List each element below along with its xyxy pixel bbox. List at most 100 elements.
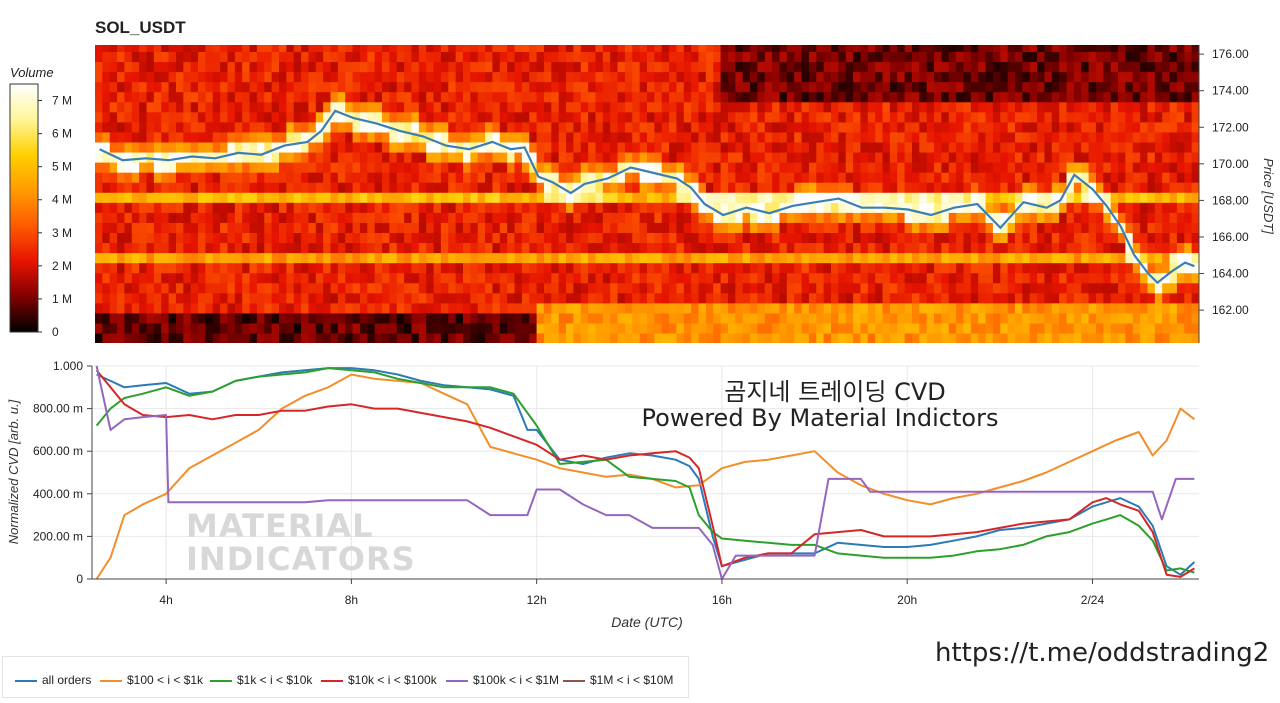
heatmap-cell: [212, 232, 221, 244]
heatmap-cell: [602, 202, 611, 213]
heatmap-cell: [477, 51, 486, 63]
heatmap-cell: [499, 192, 508, 203]
heatmap-cell: [190, 81, 199, 93]
heatmap-cell: [1132, 312, 1141, 324]
heatmap-cell: [293, 242, 302, 254]
heatmap-cell: [220, 182, 229, 193]
heatmap-cell: [286, 182, 295, 193]
heatmap-cell: [492, 141, 501, 153]
heatmap-cell: [124, 292, 133, 304]
heatmap-cell: [529, 252, 538, 264]
heatmap-cell: [1007, 141, 1016, 153]
heatmap-cell: [536, 182, 545, 193]
heatmap-cell: [1029, 45, 1038, 52]
heatmap-cell: [271, 111, 280, 123]
heatmap-cell: [153, 222, 162, 233]
heatmap-cell: [256, 322, 265, 334]
heatmap-cell: [521, 252, 530, 264]
heatmap-cell: [816, 162, 825, 173]
heatmap-cell: [95, 111, 103, 123]
heatmap-cell: [1176, 292, 1185, 304]
heatmap-cell: [161, 182, 170, 193]
heatmap-cell: [352, 262, 361, 274]
heatmap-cell: [588, 332, 597, 343]
heatmap-cell: [168, 71, 177, 83]
heatmap-cell: [823, 131, 832, 143]
heatmap-cell: [507, 322, 516, 334]
heatmap-cell: [1051, 151, 1060, 163]
heatmap-cell: [705, 172, 714, 183]
heatmap-cell: [948, 91, 957, 103]
heatmap-cell: [617, 212, 626, 223]
heatmap-cell: [374, 242, 383, 254]
heatmap-cell: [786, 172, 795, 183]
legend-item[interactable]: $100k < i < $1M: [446, 673, 559, 687]
heatmap-cell: [256, 101, 265, 113]
heatmap-cell: [1037, 151, 1046, 163]
heatmap-cell: [1000, 121, 1009, 133]
heatmap-cell: [610, 292, 619, 304]
heatmap-cell: [735, 162, 744, 173]
heatmap-cell: [639, 282, 648, 294]
heatmap-cell: [1029, 131, 1038, 143]
heatmap-cell: [1095, 182, 1104, 193]
heatmap-cell: [95, 192, 103, 203]
heatmap-cell: [904, 192, 913, 203]
legend-item[interactable]: all orders: [15, 673, 91, 687]
legend-item[interactable]: $100 < i < $1k: [100, 673, 203, 687]
heatmap-cell: [301, 232, 310, 244]
heatmap-cell: [279, 111, 287, 123]
heatmap-cell: [205, 141, 214, 153]
heatmap-cell: [1059, 232, 1068, 244]
heatmap-cell: [514, 202, 523, 213]
heatmap-cell: [264, 91, 273, 103]
heatmap-cell: [463, 302, 471, 314]
legend-item[interactable]: $10k < i < $100k: [321, 673, 437, 687]
heatmap-cell: [1095, 45, 1104, 52]
heatmap-cell: [941, 222, 950, 233]
heatmap-cell: [279, 51, 287, 63]
heatmap-cell: [1118, 192, 1126, 203]
heatmap-cell: [889, 121, 898, 133]
legend-item[interactable]: $1M < i < $10M: [563, 673, 673, 687]
heatmap-cell: [757, 262, 766, 274]
heatmap-cell: [772, 121, 781, 133]
heatmap-cell: [573, 262, 582, 274]
cvd-x-tick-label: 16h: [712, 593, 732, 607]
heatmap-cell: [595, 242, 604, 254]
heatmap-cell: [1059, 81, 1068, 93]
heatmap-cell: [345, 202, 354, 213]
heatmap-cell: [455, 101, 464, 113]
heatmap-cell: [1029, 302, 1038, 314]
heatmap-cell: [632, 172, 641, 183]
heatmap-cell: [1125, 45, 1134, 52]
heatmap-cell: [1162, 262, 1171, 274]
heatmap-cell: [477, 45, 486, 52]
heatmap-cell: [521, 45, 530, 52]
heatmap-cell: [286, 282, 295, 294]
legend-item[interactable]: $1k < i < $10k: [210, 673, 312, 687]
heatmap-cell: [249, 312, 258, 324]
heatmap-cell: [117, 202, 126, 213]
heatmap-cell: [941, 71, 950, 83]
heatmap-cell: [279, 131, 287, 143]
heatmap-cell: [301, 322, 310, 334]
heatmap-cell: [875, 61, 884, 73]
heatmap-cell: [860, 141, 869, 153]
heatmap-cell: [1059, 111, 1068, 123]
heatmap-cell: [470, 262, 479, 274]
heatmap-cell: [389, 202, 398, 213]
heatmap-cell: [610, 61, 619, 73]
heatmap-cell: [1103, 71, 1112, 83]
heatmap-cell: [1110, 45, 1119, 52]
heatmap-cell: [1007, 162, 1016, 173]
heatmap-cell: [139, 282, 148, 294]
heatmap-cell: [779, 292, 788, 304]
heatmap-cell: [801, 312, 810, 324]
heatmap-cell: [485, 272, 494, 284]
heatmap-cell: [595, 282, 604, 294]
heatmap-cell: [970, 61, 979, 73]
heatmap-cell: [543, 172, 552, 183]
heatmap-cell: [860, 91, 869, 103]
heatmap-cell: [551, 272, 560, 284]
